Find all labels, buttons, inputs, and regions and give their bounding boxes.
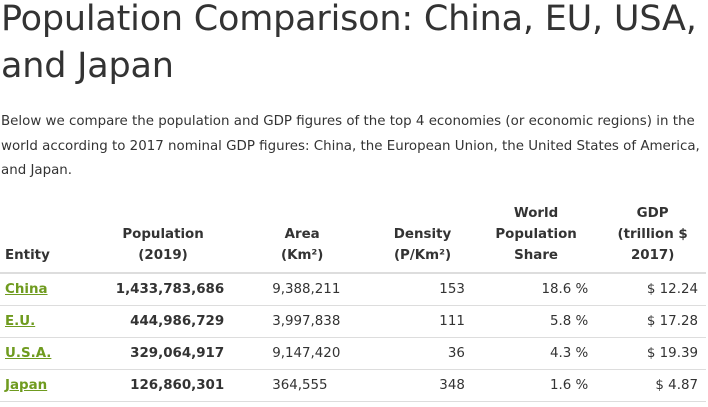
cell-density: 111 [375, 305, 473, 338]
header-density: Density (P/Km²) [375, 201, 473, 274]
cell-area: 364,555 [232, 369, 376, 402]
header-density-label: Density (P/Km²) [393, 227, 452, 263]
table-row: E.U. 444,986,729 3,997,838 111 5.8 % $ 1… [0, 305, 706, 338]
cell-entity: E.U. [0, 305, 97, 338]
table-header: Entity Population (2019) Area (Km²) Densit… [0, 201, 706, 274]
table-header-row: Entity Population (2019) Area (Km²) Densit… [0, 201, 706, 274]
header-area-label: Area (Km²) [280, 227, 324, 263]
cell-population: 444,986,729 [96, 305, 233, 338]
table-row: China 1,433,783,686 9,388,211 153 18.6 %… [0, 273, 706, 306]
cell-entity: U.S.A. [0, 337, 97, 370]
cell-gdp: $ 12.24 [602, 273, 706, 306]
page-title: Population Comparison: China, EU, USA, a… [1, 0, 697, 86]
cell-density: 153 [375, 273, 473, 306]
cell-gdp: $ 19.39 [602, 337, 706, 370]
table-row: Japan 126,860,301 364,555 348 1.6 % $ 4.… [0, 369, 706, 402]
header-gdp: GDP (trillion $2017) [602, 201, 706, 274]
header-area: Area (Km²) [232, 201, 376, 274]
cell-area: 9,147,420 [232, 337, 376, 370]
cell-population: 329,064,917 [96, 337, 233, 370]
cell-entity: Japan [0, 369, 97, 402]
entity-link-eu[interactable]: E.U. [5, 314, 36, 329]
cell-density: 348 [375, 369, 473, 402]
header-share-label: World Population Share [495, 206, 577, 263]
cell-density: 36 [375, 337, 473, 370]
cell-gdp: $ 4.87 [602, 369, 706, 402]
entity-link-japan[interactable]: Japan [5, 378, 48, 393]
entity-link-china[interactable]: China [5, 282, 48, 297]
cell-share: 5.8 % [472, 305, 603, 338]
entity-link-usa[interactable]: U.S.A. [5, 346, 52, 361]
cell-entity: China [0, 273, 97, 306]
header-world-population-share: World Population Share [472, 201, 603, 274]
header-population-label: Population (2019) [122, 227, 204, 263]
header-entity-label: Entity [5, 248, 50, 263]
cell-gdp: $ 17.28 [602, 305, 706, 338]
cell-area: 9,388,211 [232, 273, 376, 306]
intro-paragraph: Below we compare the population and GDP … [1, 114, 700, 178]
cell-share: 18.6 % [472, 273, 603, 306]
header-entity: Entity [0, 201, 97, 274]
table-body: China 1,433,783,686 9,388,211 153 18.6 %… [0, 273, 706, 402]
comparison-table: Entity Population (2019) Area (Km²) Densit… [0, 201, 706, 402]
cell-area: 3,997,838 [232, 305, 376, 338]
cell-population: 1,433,783,686 [96, 273, 233, 306]
cell-share: 1.6 % [472, 369, 603, 402]
cell-population: 126,860,301 [96, 369, 233, 402]
header-gdp-label: GDP (trillion $2017) [617, 206, 688, 263]
cell-share: 4.3 % [472, 337, 603, 370]
table-row: U.S.A. 329,064,917 9,147,420 36 4.3 % $ … [0, 337, 706, 370]
header-population: Population (2019) [96, 201, 233, 274]
